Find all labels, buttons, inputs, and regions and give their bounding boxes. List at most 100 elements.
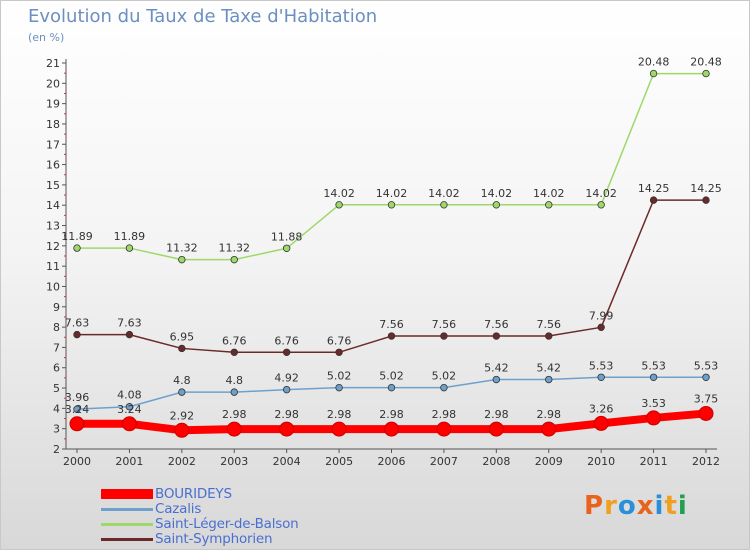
- data-point: [73, 330, 81, 339]
- data-point: [331, 421, 347, 437]
- data-label: 2.98: [274, 408, 299, 421]
- data-label: 3.75: [694, 392, 719, 405]
- y-tick-label: 7: [53, 341, 60, 354]
- data-label: 14.25: [690, 182, 722, 195]
- data-label: 4.8: [173, 374, 191, 387]
- data-label: 14.02: [533, 187, 565, 200]
- data-point: [125, 244, 134, 252]
- x-tick-label: 2006: [378, 455, 406, 468]
- x-tick-label: 2005: [325, 455, 353, 468]
- data-label: 7.56: [484, 318, 509, 331]
- data-label: 6.76: [327, 334, 352, 347]
- data-label: 7.63: [65, 317, 90, 330]
- data-point: [335, 383, 343, 392]
- data-label: 4.08: [117, 389, 142, 402]
- series-line-2: [76, 72, 707, 261]
- data-point: [492, 332, 501, 340]
- data-label: 14.02: [428, 187, 460, 200]
- data-label: 2.98: [432, 408, 457, 421]
- data-point: [384, 421, 399, 437]
- y-tick-label: 19: [46, 98, 60, 111]
- x-tick-label: 2007: [430, 455, 458, 468]
- data-point: [230, 255, 238, 264]
- legend-label: BOURIDEYS: [155, 486, 232, 502]
- y-tick-label: 10: [46, 280, 60, 293]
- data-point: [174, 422, 190, 438]
- data-point: [282, 348, 291, 356]
- x-tick-label: 2002: [168, 455, 196, 468]
- legend-swatch: [101, 508, 153, 511]
- data-point: [545, 201, 553, 209]
- data-point: [230, 348, 238, 356]
- data-point: [593, 415, 609, 431]
- data-point: [178, 388, 186, 396]
- data-point: [649, 196, 658, 204]
- data-label: 7.56: [537, 318, 562, 331]
- y-tick-label: 17: [46, 138, 60, 151]
- data-label: 7.56: [432, 318, 457, 331]
- data-point: [698, 405, 714, 421]
- data-point: [702, 69, 710, 78]
- data-point: [282, 385, 291, 394]
- data-label: 6.95: [170, 330, 195, 343]
- y-tick-label: 13: [46, 220, 60, 233]
- data-label: 11.89: [114, 230, 146, 243]
- legend-swatch: [101, 489, 153, 499]
- data-label: 2.98: [379, 408, 404, 421]
- data-label: 3.24: [117, 403, 142, 416]
- data-point: [125, 403, 134, 411]
- x-tick-label: 2001: [115, 455, 143, 468]
- data-point: [230, 388, 238, 396]
- data-label: 5.53: [694, 359, 719, 372]
- data-label: 14.02: [481, 187, 513, 200]
- data-label: 2.98: [222, 408, 247, 421]
- data-label: 2.98: [537, 408, 562, 421]
- data-point: [279, 421, 295, 437]
- legend-label: Saint-Symphorien: [155, 531, 273, 547]
- x-tick-label: 2008: [482, 455, 510, 468]
- y-tick-label: 11: [46, 260, 60, 273]
- data-label: 7.99: [589, 309, 614, 322]
- y-tick-label: 5: [53, 382, 60, 395]
- data-label: 2.98: [484, 408, 509, 421]
- data-point: [440, 332, 448, 340]
- x-tick-label: 2012: [692, 455, 720, 468]
- legend-label: Saint-Léger-de-Balson: [155, 516, 299, 532]
- data-label: 3.24: [65, 403, 90, 416]
- data-point: [440, 383, 448, 392]
- data-point: [541, 421, 557, 437]
- data-point: [73, 405, 81, 413]
- data-point: [387, 332, 396, 340]
- data-label: 3.96: [65, 391, 90, 404]
- data-point: [646, 410, 662, 426]
- data-label: 5.02: [432, 370, 457, 383]
- data-label: 11.32: [219, 242, 251, 255]
- chart-title: Evolution du Taux de Taxe d'Habitation: [28, 6, 378, 27]
- y-tick-label: 16: [46, 159, 60, 172]
- data-point: [488, 421, 504, 437]
- x-tick-label: 2004: [273, 455, 301, 468]
- x-tick-label: 2011: [640, 455, 668, 468]
- y-tick-label: 15: [46, 179, 60, 192]
- x-tick-label: 2010: [587, 455, 615, 468]
- legend-swatch: [101, 538, 153, 541]
- data-label: 14.02: [376, 187, 408, 200]
- data-point: [387, 383, 396, 392]
- data-label: 5.02: [327, 370, 352, 383]
- x-tick-label: 2000: [63, 455, 91, 468]
- data-label: 7.63: [117, 317, 142, 330]
- data-point: [597, 323, 605, 332]
- data-label: 6.76: [274, 334, 299, 347]
- data-label: 6.76: [222, 334, 247, 347]
- data-point: [702, 196, 710, 204]
- data-label: 3.26: [589, 402, 614, 415]
- data-label: 4.8: [226, 374, 244, 387]
- y-tick-label: 12: [46, 240, 60, 253]
- data-label: 5.42: [537, 362, 562, 375]
- data-point: [545, 375, 553, 384]
- data-point: [387, 201, 396, 209]
- data-point: [702, 373, 710, 381]
- data-point: [73, 244, 81, 252]
